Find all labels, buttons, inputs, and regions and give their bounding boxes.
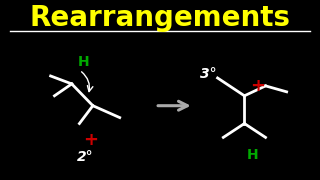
Text: +: + [84, 131, 99, 149]
Text: H: H [246, 148, 258, 162]
Text: +: + [250, 77, 265, 95]
Text: H: H [77, 55, 89, 69]
Text: Rearrangements: Rearrangements [29, 4, 291, 32]
Text: 3°: 3° [200, 67, 216, 81]
Text: 2°: 2° [77, 150, 93, 164]
